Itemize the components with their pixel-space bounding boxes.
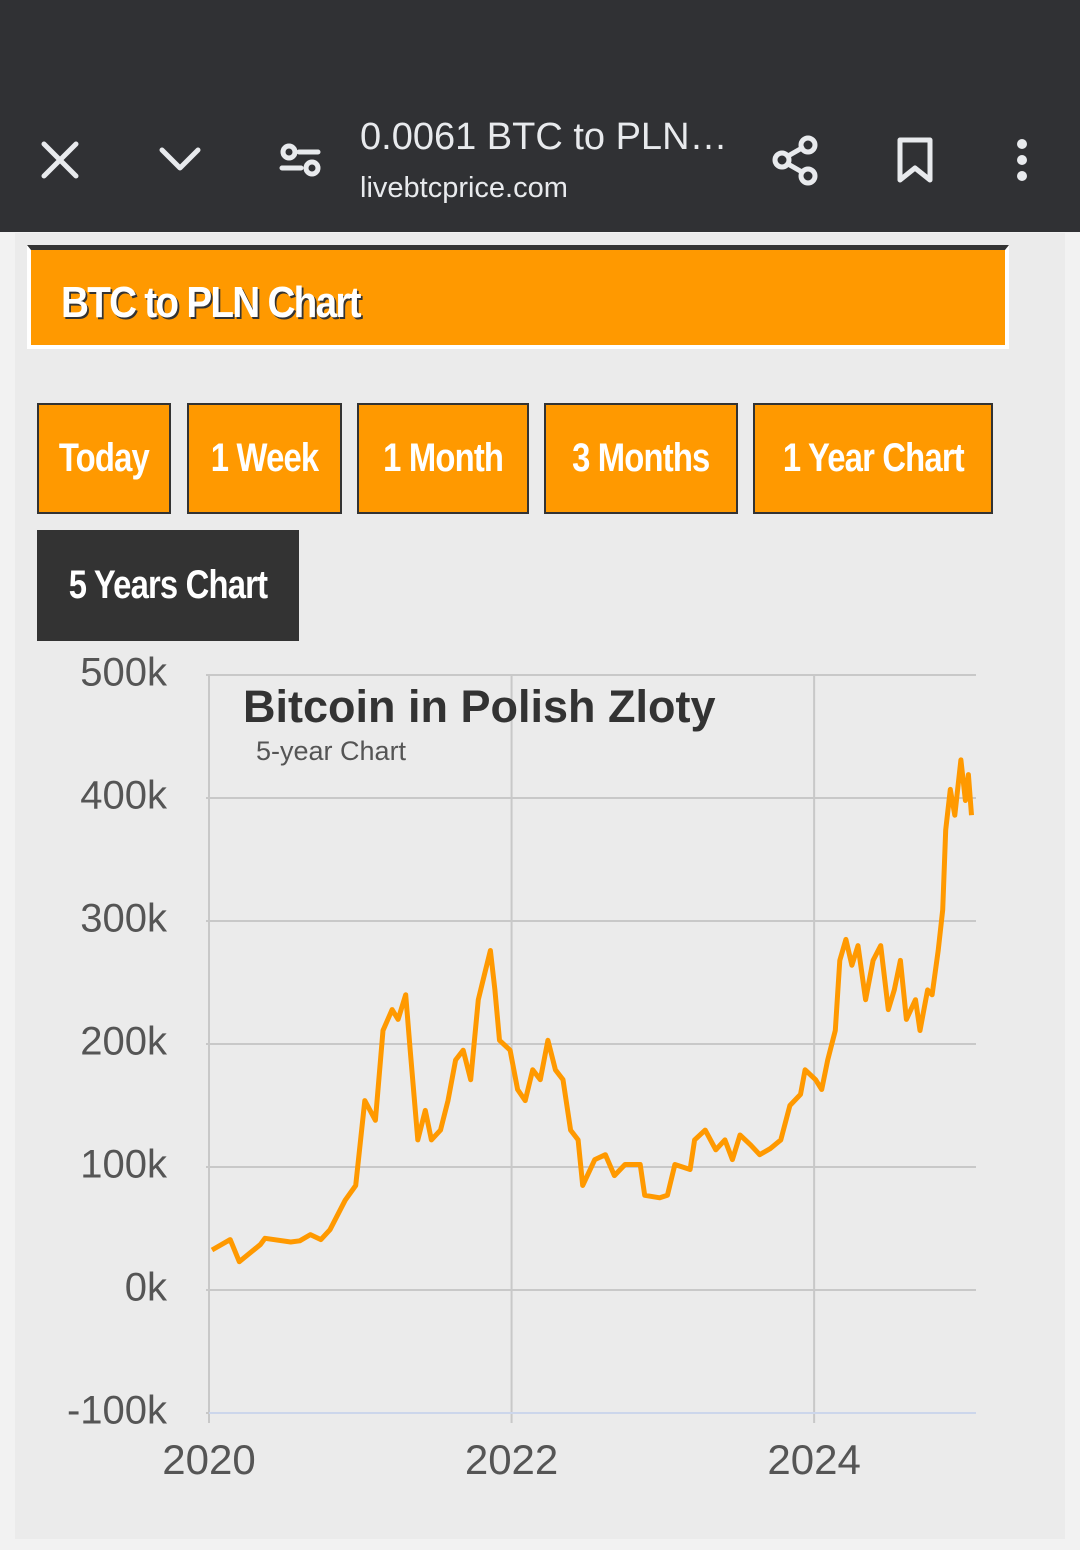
x-tick-label: 2020 xyxy=(162,1436,255,1483)
browser-toolbar: 0.0061 BTC to PLN… livebtcprice.com xyxy=(0,0,1080,232)
grid xyxy=(206,674,976,1423)
section-header: BTC to PLN Chart xyxy=(27,245,1009,349)
y-tick-label: -100k xyxy=(67,1389,168,1433)
toolbar-icons xyxy=(41,135,1027,186)
range-tab[interactable]: Today xyxy=(37,403,171,514)
range-tab[interactable]: 1 Year Chart xyxy=(753,403,993,514)
tab-label: 1 Month xyxy=(383,436,504,480)
x-tick-label: 2024 xyxy=(767,1436,860,1483)
y-tick-label: 200k xyxy=(80,1020,168,1064)
section-title: BTC to PLN Chart xyxy=(61,278,362,327)
range-tab[interactable]: 3 Months xyxy=(544,403,738,514)
y-tick-label: 500k xyxy=(80,651,168,695)
tab-label: 1 Year Chart xyxy=(782,436,964,480)
y-tick-label: 0k xyxy=(125,1266,168,1310)
y-tick-label: 300k xyxy=(80,897,168,941)
page-url: livebtcprice.com xyxy=(360,172,568,204)
tab-label: 3 Months xyxy=(572,436,710,480)
close-icon[interactable] xyxy=(41,141,79,179)
axis-labels: -100k 0k 100k 200k 300k 400k 500k 2020 2022 2024 xyxy=(67,651,976,1483)
chart: Bitcoin in Polish Zloty 5-year Chart -10… xyxy=(67,651,976,1483)
collapse-icon[interactable] xyxy=(159,147,201,171)
x-tick-label: 2022 xyxy=(465,1436,558,1483)
tab-label: Today xyxy=(58,436,150,480)
range-tab[interactable]: 1 Week xyxy=(187,403,342,514)
tab-label: 1 Week xyxy=(210,436,319,480)
bookmark-icon[interactable] xyxy=(897,137,933,183)
chart-subtitle: 5-year Chart xyxy=(256,736,407,766)
chart-title: Bitcoin in Polish Zloty xyxy=(243,681,716,732)
page-info-icon[interactable] xyxy=(279,143,321,177)
price-line xyxy=(210,757,974,1265)
menu-icon[interactable] xyxy=(1017,139,1027,181)
share-icon[interactable] xyxy=(772,135,818,186)
range-tab[interactable]: 5 Years Chart xyxy=(37,530,299,641)
range-tab[interactable]: 1 Month xyxy=(357,403,529,514)
y-tick-label: 100k xyxy=(80,1143,168,1187)
page-title: 0.0061 BTC to PLN… xyxy=(360,116,728,158)
tab-label: 5 Years Chart xyxy=(68,563,268,607)
y-tick-label: 400k xyxy=(80,774,168,818)
